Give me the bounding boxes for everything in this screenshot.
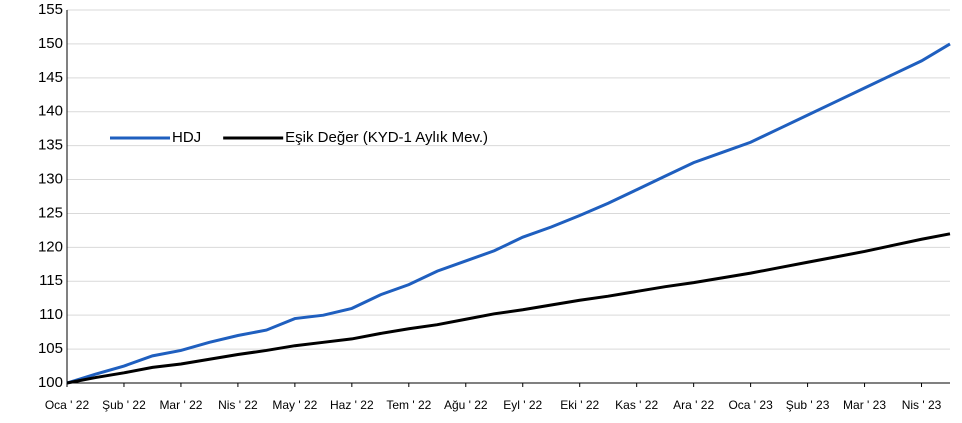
- x-tick-label: Şub ' 22: [102, 398, 146, 412]
- legend-label: HDJ: [172, 129, 201, 146]
- x-tick-label: Nis ' 22: [218, 398, 258, 412]
- y-tick-label: 110: [39, 306, 63, 323]
- line-series: [66, 42, 951, 385]
- y-tick-label: 140: [38, 103, 63, 120]
- y-tick-label: 120: [38, 238, 63, 255]
- y-tick-label: 150: [38, 35, 63, 52]
- y-tick-label: 105: [38, 340, 63, 357]
- y-tick-label: 115: [39, 272, 63, 289]
- x-tick-label: Tem ' 22: [386, 398, 431, 412]
- x-tick-label: Şub ' 23: [786, 398, 830, 412]
- x-tick-label: Eyl ' 22: [503, 398, 542, 412]
- x-tick-label: May ' 22: [272, 398, 317, 412]
- x-tick-label: Mar ' 23: [843, 398, 886, 412]
- y-tick-label: 100: [38, 374, 63, 391]
- x-tick-label: Eki ' 22: [560, 398, 599, 412]
- x-tick-label: Mar ' 22: [159, 398, 202, 412]
- y-tick-label: 145: [38, 69, 63, 86]
- x-tick-label: Ara ' 22: [673, 398, 714, 412]
- x-tick-label: Ağu ' 22: [444, 398, 488, 412]
- x-tick-label: Kas ' 22: [615, 398, 658, 412]
- legend-label: Eşik Değer (KYD-1 Aylık Mev.): [285, 129, 488, 146]
- y-tick-label: 135: [38, 137, 63, 154]
- x-tick-label: Haz ' 22: [330, 398, 374, 412]
- y-tick-label: 125: [38, 204, 63, 221]
- y-tick-label: 130: [38, 171, 63, 188]
- line-series: [66, 232, 951, 385]
- x-tick-label: Oca ' 23: [728, 398, 773, 412]
- x-tick-label: Oca ' 22: [45, 398, 90, 412]
- x-tick-label: Nis ' 23: [902, 398, 942, 412]
- y-tick-label: 155: [38, 1, 63, 18]
